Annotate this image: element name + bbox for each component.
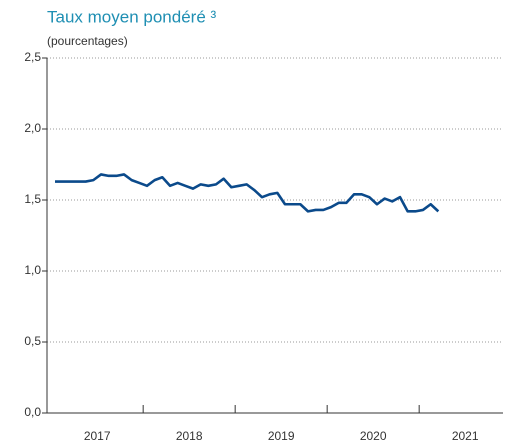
x-tick-label: 2020 [360, 429, 387, 443]
x-tick-label: 2019 [268, 429, 295, 443]
chart-subtitle: (pourcentages) [47, 34, 128, 48]
x-tick-label: 2017 [84, 429, 111, 443]
x-tick-label: 2021 [452, 429, 479, 443]
x-tick-label: 2018 [176, 429, 203, 443]
y-tick-label: 0,0 [24, 405, 41, 419]
y-tick-label: 1,0 [24, 263, 41, 277]
y-tick-label: 2,0 [24, 121, 41, 135]
y-tick-label: 1,5 [24, 192, 41, 206]
y-tick-label: 2,5 [24, 50, 41, 64]
chart-title: Taux moyen pondéré ³ [47, 7, 216, 26]
line [55, 173, 440, 213]
y-tick-label: 0,5 [24, 334, 41, 348]
